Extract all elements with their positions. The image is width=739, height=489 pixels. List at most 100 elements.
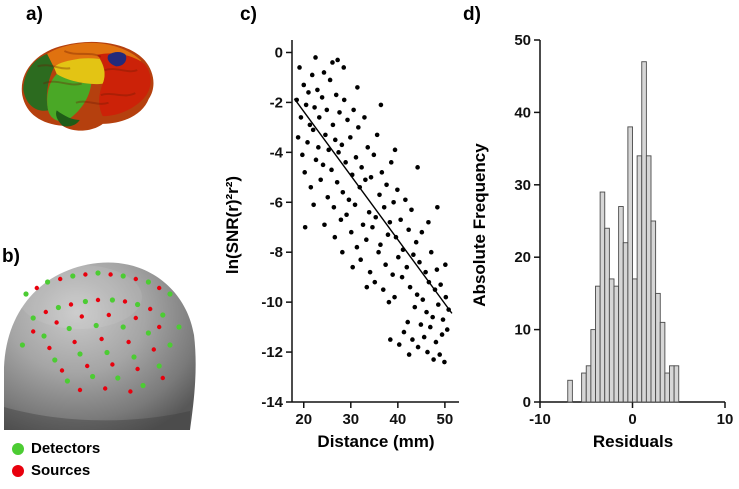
scatter-point: [316, 115, 322, 120]
scatter-xlabel: Distance (mm): [317, 432, 435, 451]
detector-dot: [66, 325, 72, 332]
source-dot: [103, 386, 108, 391]
scatter-point: [356, 125, 361, 130]
scatter-point: [297, 65, 302, 70]
source-dot: [43, 309, 48, 315]
scatter-point: [366, 209, 372, 215]
scatter-point: [358, 257, 363, 262]
svg-text:-10: -10: [529, 411, 551, 428]
scatter-point: [442, 359, 447, 365]
scatter-point: [396, 254, 401, 260]
detector-dot: [95, 270, 101, 276]
scatter-point: [345, 117, 350, 123]
scatter-point: [440, 317, 446, 322]
scatter-point: [355, 85, 360, 90]
detector-dot: [77, 351, 83, 357]
scatter-point: [388, 337, 393, 342]
detector-dot: [167, 342, 173, 348]
scatter-point: [352, 202, 358, 208]
source-dot: [59, 368, 65, 373]
scatter-point: [428, 324, 433, 330]
scatter-point: [354, 244, 360, 250]
source-dot: [126, 339, 131, 345]
scatter-point: [437, 352, 443, 357]
detector-dot: [64, 378, 70, 384]
hist-bar: [655, 292, 661, 403]
legend-sources-row: Sources: [12, 462, 100, 479]
svg-text:0: 0: [523, 394, 531, 411]
scatter-point: [310, 127, 316, 133]
scatter-point: [301, 82, 307, 88]
scatter-point: [315, 87, 320, 93]
scatter-point: [444, 327, 450, 332]
scatter-point: [376, 249, 381, 255]
scatter-point: [409, 207, 414, 213]
scatter-point: [370, 224, 375, 230]
legend-detectors-label: Detectors: [31, 440, 101, 457]
scatter-point: [395, 187, 400, 193]
scatter-point: [436, 302, 441, 307]
hist-bar: [581, 372, 587, 403]
scatter-point: [412, 304, 418, 310]
svg-text:40: 40: [390, 411, 407, 428]
source-dot: [72, 339, 77, 345]
hist-bar: [669, 365, 675, 403]
hist-bar: [650, 220, 657, 403]
detector-dot: [104, 349, 110, 356]
scatter-point: [392, 294, 397, 300]
probe-dots: [19, 270, 182, 394]
scatter-point: [421, 334, 427, 340]
scatter-point: [407, 284, 413, 290]
scatter-point: [381, 204, 387, 210]
scatter-point: [363, 177, 368, 183]
scatter-point: [340, 189, 346, 195]
scatter-point: [406, 352, 412, 357]
head-probe-illustration: [4, 262, 196, 430]
scatter-point: [380, 287, 386, 292]
detector-dot: [93, 322, 99, 329]
scatter-point: [300, 152, 305, 158]
scatter-point: [386, 299, 392, 305]
scatter-point: [313, 157, 319, 163]
scatter-point: [302, 170, 308, 175]
source-dot: [122, 299, 128, 304]
detector-dot: [167, 291, 173, 297]
scatter-point: [401, 329, 407, 335]
scatter-point: [374, 132, 380, 138]
scatter-point: [350, 264, 355, 270]
source-dot: [58, 276, 63, 282]
svg-text:10: 10: [514, 322, 531, 339]
scatter-point: [333, 92, 339, 98]
scatter-point: [388, 160, 394, 165]
scatter-point: [423, 269, 428, 275]
detector-dot: [115, 375, 121, 381]
detector-swatch-icon: [12, 442, 24, 455]
detector-dot: [19, 342, 25, 348]
source-dot: [157, 285, 162, 291]
scatter-point: [346, 197, 352, 203]
histogram-xlabel: Residuals: [592, 432, 674, 451]
detector-dot: [140, 382, 146, 389]
scatter-point: [410, 337, 415, 342]
detector-dot: [120, 273, 126, 279]
scatter-point: [434, 267, 440, 272]
scatter-point: [383, 262, 388, 267]
hist-bar: [595, 285, 601, 403]
scatter-point: [307, 122, 313, 128]
source-dot: [133, 315, 138, 321]
scatter-point: [414, 292, 420, 297]
svg-text:0: 0: [275, 44, 283, 61]
hist-bar: [632, 278, 638, 403]
source-dot: [157, 324, 162, 330]
source-dot: [85, 363, 90, 369]
scatter-point: [371, 152, 377, 158]
detector-dot: [30, 315, 36, 321]
scatter-point: [303, 102, 309, 108]
hist-bar: [608, 278, 615, 403]
detector-dot: [135, 301, 141, 308]
hist-bar: [622, 242, 629, 403]
scatter-point: [378, 242, 383, 248]
scatter-point: [404, 264, 410, 270]
source-swatch-icon: [12, 464, 24, 477]
